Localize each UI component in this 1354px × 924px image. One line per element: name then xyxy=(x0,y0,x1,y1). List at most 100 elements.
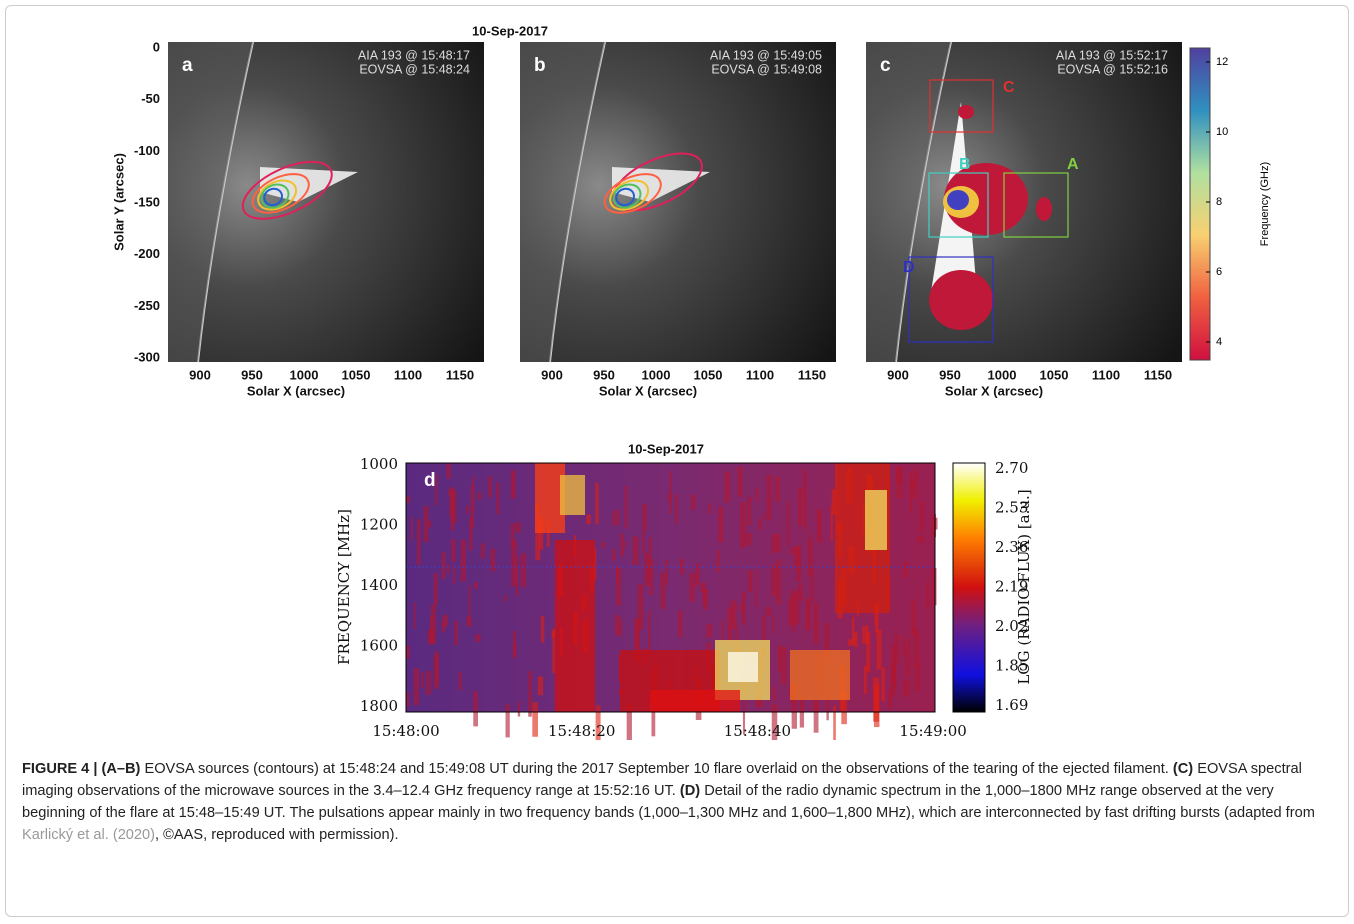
contour xyxy=(612,183,642,209)
noise xyxy=(644,553,650,586)
region-box xyxy=(1003,172,1069,238)
y-tick-label: 1000 xyxy=(360,455,398,473)
noise xyxy=(473,691,478,727)
source xyxy=(947,190,969,210)
noise xyxy=(903,561,908,578)
y-tick-label: -200 xyxy=(134,246,160,261)
noise xyxy=(532,702,539,737)
panel-label: c xyxy=(880,55,891,76)
caption-normal: EOVSA sources (contours) at 15:48:24 and… xyxy=(140,761,1173,777)
noise xyxy=(626,702,632,740)
x-axis-label: Solar X (arcsec) xyxy=(945,383,1043,398)
noise xyxy=(863,665,867,695)
y-tick-label: -250 xyxy=(134,298,160,313)
noise xyxy=(894,634,899,664)
x-tick-label: 1150 xyxy=(798,367,826,382)
x-tick-label: 1050 xyxy=(1040,367,1069,382)
noise xyxy=(765,607,772,616)
noise xyxy=(595,705,601,740)
noise xyxy=(772,615,775,634)
noise xyxy=(466,616,472,627)
noise xyxy=(535,524,541,561)
noise xyxy=(428,520,432,528)
x-tick-label: 1000 xyxy=(642,367,671,382)
y-tick-label: 1800 xyxy=(360,697,398,715)
noise xyxy=(786,501,790,546)
noise xyxy=(595,482,599,525)
noise xyxy=(433,573,438,605)
colorbar-tick-label: 2.19 xyxy=(995,578,1028,596)
noise xyxy=(847,639,854,646)
limb-bright xyxy=(168,42,253,362)
noise xyxy=(766,474,772,520)
burst xyxy=(865,490,887,550)
noise xyxy=(791,683,798,729)
noise xyxy=(614,509,620,525)
burst xyxy=(650,690,740,712)
noise xyxy=(737,466,743,497)
noise xyxy=(700,582,707,592)
y-tick-label: -150 xyxy=(134,195,160,210)
noise xyxy=(442,614,448,627)
x-tick-label: 1100 xyxy=(394,367,422,382)
burst xyxy=(728,652,758,682)
colorbar-tick-label: 1.85 xyxy=(995,657,1028,675)
x-axis-label: Solar X (arcsec) xyxy=(599,383,697,398)
noise xyxy=(406,645,410,659)
noise xyxy=(808,539,813,576)
noise xyxy=(831,489,838,516)
noise xyxy=(642,504,647,532)
caption-bold: FIGURE 4 | (A–B) xyxy=(22,761,141,777)
noise xyxy=(919,501,924,533)
colorbar-tick-label: 2.02 xyxy=(995,617,1028,635)
x-tick-label: 15:48:20 xyxy=(548,722,615,740)
noise xyxy=(771,564,777,597)
noise xyxy=(926,581,930,609)
x-tick-label: 1100 xyxy=(1092,367,1120,382)
source xyxy=(929,270,993,330)
noise xyxy=(460,539,467,582)
noise xyxy=(911,599,916,637)
noise xyxy=(730,600,737,630)
noise xyxy=(441,552,446,580)
x-axis-label: Solar X (arcsec) xyxy=(247,383,345,398)
contour xyxy=(251,173,310,214)
caption-bold: (C) xyxy=(1172,761,1194,777)
noise xyxy=(706,624,712,638)
x-tick-label: 950 xyxy=(593,367,615,382)
x-tick-label: 15:49:00 xyxy=(899,722,966,740)
source xyxy=(958,105,974,119)
noise xyxy=(896,468,902,484)
noise xyxy=(632,536,639,565)
noise xyxy=(472,475,475,516)
y-axis-label: Solar Y (arcsec) xyxy=(111,153,126,251)
figure-title: 10-Sep-2017 xyxy=(472,23,548,38)
contour xyxy=(263,187,283,207)
colorbar-tick-label: 2.70 xyxy=(995,459,1028,477)
noise xyxy=(637,584,644,630)
noise xyxy=(512,631,516,656)
noise xyxy=(796,545,802,582)
noise xyxy=(739,604,744,612)
noise xyxy=(931,514,937,538)
noise xyxy=(803,494,807,530)
noise xyxy=(678,610,683,637)
noise xyxy=(903,679,910,697)
annotation: EOVSA @ 15:52:16 xyxy=(1057,62,1168,76)
noise xyxy=(614,615,621,636)
noise xyxy=(634,618,641,662)
y-tick-label: -50 xyxy=(141,91,160,106)
noise xyxy=(797,487,803,527)
caption-link[interactable]: Karlický et al. (2020) xyxy=(22,827,156,843)
caption-normal: EOVSA spectral imaging observations of t… xyxy=(22,761,1302,799)
noise xyxy=(780,646,787,685)
noise xyxy=(480,543,485,559)
annotation: AIA 193 @ 15:48:17 xyxy=(358,48,470,62)
colorbar-tick-label: 10 xyxy=(1216,126,1228,138)
x-tick-label: 900 xyxy=(541,367,563,382)
noise xyxy=(905,646,911,678)
noise xyxy=(758,518,762,530)
solar-limb xyxy=(197,41,254,363)
region-box xyxy=(929,79,994,133)
